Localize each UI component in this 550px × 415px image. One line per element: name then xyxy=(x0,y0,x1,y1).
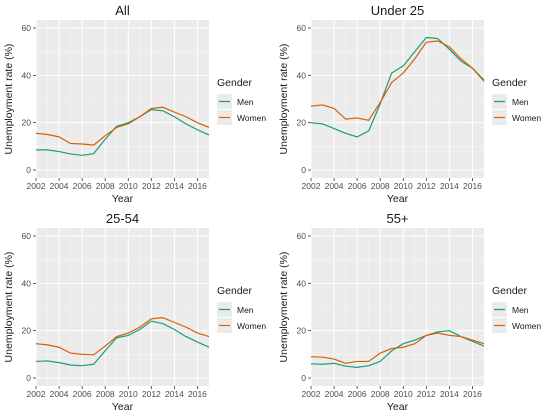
legend-title: Gender xyxy=(217,285,253,297)
x-tick-label: 2016 xyxy=(188,181,207,191)
major-grid xyxy=(35,20,209,178)
chart-title: Under 25 xyxy=(371,3,424,18)
chart-title: All xyxy=(115,3,130,18)
x-tick-label: 2004 xyxy=(50,181,69,191)
legend-title: Gender xyxy=(492,77,528,89)
x-tick-label: 2010 xyxy=(119,389,138,399)
legend-title: Gender xyxy=(217,77,253,89)
x-tick-label: 2008 xyxy=(96,389,115,399)
y-axis-title: Unemployment rate (%) xyxy=(3,44,15,155)
y-tick-label: 40 xyxy=(297,70,307,80)
series-line-women xyxy=(35,106,210,146)
y-tick-label: 0 xyxy=(301,165,306,175)
legend-label-men: Men xyxy=(512,305,529,315)
legend-title: Gender xyxy=(492,285,528,297)
x-tick-label: 2004 xyxy=(50,389,69,399)
chart-svg-all: All 2002 2004 2006 2008 2010 2012 2014 2016 0 20 40… xyxy=(3,3,266,205)
chart-title: 55+ xyxy=(386,211,408,226)
legend-label-men: Men xyxy=(512,97,529,107)
x-tick-label: 2014 xyxy=(165,181,184,191)
x-tick-label: 2012 xyxy=(142,389,161,399)
legend-label-women: Women xyxy=(237,321,266,331)
chart-panel-55-plus: 55+ 2002 2004 2006 2008 2010 2012 2014 2016 0 20 40… xyxy=(275,208,550,415)
y-tick-label: 0 xyxy=(26,165,31,175)
chart-panel-all: All 2002 2004 2006 2008 2010 2012 2014 2016 0 20 40… xyxy=(0,0,275,207)
y-tick-label: 20 xyxy=(297,326,307,336)
series-line-men xyxy=(36,109,210,156)
x-tick-label: 2002 xyxy=(302,181,321,191)
series-line-men xyxy=(310,36,485,138)
x-axis-title: Year xyxy=(387,401,409,413)
y-axis-title: Unemployment rate (%) xyxy=(278,44,290,155)
y-tick-label: 40 xyxy=(22,70,32,80)
legend-label-men: Men xyxy=(237,97,254,107)
chart-svg-55-plus: 55+ 2002 2004 2006 2008 2010 2012 2014 2016 0 20 40… xyxy=(278,211,541,413)
x-tick-label: 2002 xyxy=(302,389,321,399)
minor-grid xyxy=(311,228,484,386)
chart-title: 25-54 xyxy=(106,211,139,226)
y-tick-label: 20 xyxy=(22,326,32,336)
y-tick-label: 0 xyxy=(301,373,306,383)
x-axis-title: Year xyxy=(387,193,409,205)
x-tick-label: 2004 xyxy=(325,181,344,191)
x-tick-label: 2016 xyxy=(188,389,207,399)
minor-grid xyxy=(311,20,484,178)
y-axis-title: Unemployment rate (%) xyxy=(3,252,15,363)
x-tick-label: 2012 xyxy=(417,181,436,191)
x-tick-label: 2004 xyxy=(325,389,344,399)
x-tick-label: 2016 xyxy=(463,181,482,191)
y-tick-label: 60 xyxy=(22,231,32,241)
y-tick-label: 60 xyxy=(297,23,307,33)
x-axis-title: Year xyxy=(112,401,134,413)
x-tick-label: 2010 xyxy=(119,181,138,191)
x-tick-label: 2006 xyxy=(73,389,92,399)
x-tick-label: 2014 xyxy=(440,181,459,191)
x-tick-label: 2006 xyxy=(73,181,92,191)
y-tick-label: 60 xyxy=(22,23,32,33)
x-tick-label: 2002 xyxy=(27,389,46,399)
x-tick-label: 2002 xyxy=(27,181,46,191)
x-tick-label: 2014 xyxy=(165,389,184,399)
y-tick-label: 40 xyxy=(297,278,307,288)
chart-svg-25-54: 25-54 2002 2004 2006 2008 2010 2012 2014 2016 0 20… xyxy=(3,211,266,413)
minor-grid xyxy=(36,228,209,386)
x-tick-label: 2010 xyxy=(394,389,413,399)
y-tick-label: 20 xyxy=(22,118,32,128)
x-tick-label: 2006 xyxy=(348,181,367,191)
x-tick-label: 2012 xyxy=(417,389,436,399)
x-axis-title: Year xyxy=(112,193,134,205)
legend-label-women: Women xyxy=(512,113,541,123)
x-tick-label: 2010 xyxy=(394,181,413,191)
legend-label-women: Women xyxy=(512,321,541,331)
x-tick-label: 2008 xyxy=(371,181,390,191)
legend: Gender Men Women xyxy=(217,285,266,333)
chart-svg-under-25: Under 25 2002 2004 2006 2008 2010 2012 2014 2016… xyxy=(278,3,541,205)
legend: Gender Men Women xyxy=(492,77,541,125)
x-tick-label: 2006 xyxy=(348,389,367,399)
legend: Gender Men Women xyxy=(217,77,266,125)
y-tick-label: 40 xyxy=(22,278,32,288)
legend-label-men: Men xyxy=(237,305,254,315)
series-line-women xyxy=(310,40,485,121)
y-axis-title: Unemployment rate (%) xyxy=(278,252,290,363)
minor-grid xyxy=(36,20,209,178)
series-line-women xyxy=(35,317,210,356)
y-tick-label: 20 xyxy=(297,118,307,128)
series-line-women xyxy=(310,332,485,364)
x-tick-label: 2016 xyxy=(463,389,482,399)
major-grid xyxy=(35,228,209,386)
x-tick-label: 2012 xyxy=(142,181,161,191)
legend-label-women: Women xyxy=(237,113,266,123)
series-line-men xyxy=(35,320,210,367)
x-tick-label: 2014 xyxy=(440,389,459,399)
legend: Gender Men Women xyxy=(492,285,541,333)
y-tick-label: 0 xyxy=(26,373,31,383)
y-tick-label: 60 xyxy=(297,231,307,241)
chart-panel-25-54: 25-54 2002 2004 2006 2008 2010 2012 2014 2016 0 20… xyxy=(0,208,275,415)
x-tick-label: 2008 xyxy=(96,181,115,191)
chart-panel-under-25: Under 25 2002 2004 2006 2008 2010 2012 2014 2016… xyxy=(275,0,550,207)
x-tick-label: 2008 xyxy=(371,389,390,399)
major-grid xyxy=(310,20,484,178)
